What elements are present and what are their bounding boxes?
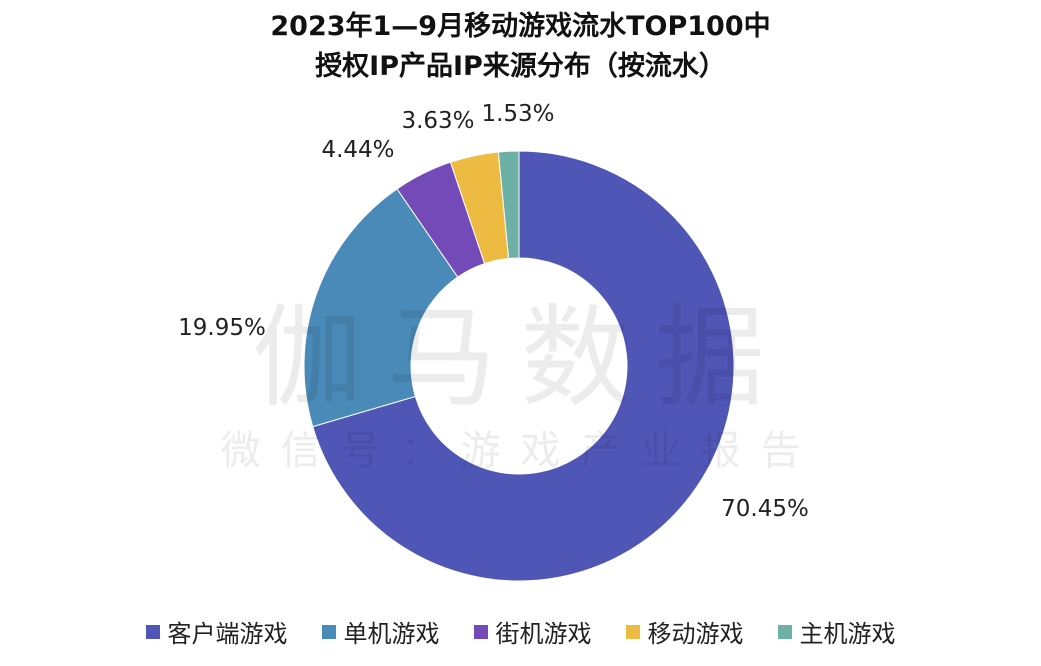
legend: 客户端游戏 单机游戏 街机游戏 移动游戏 主机游戏	[0, 614, 1041, 649]
legend-swatch	[625, 624, 640, 639]
slice-1	[303, 188, 459, 428]
legend-label: 街机游戏	[495, 620, 592, 648]
legend-swatch	[473, 624, 488, 639]
legend-swatch	[145, 624, 160, 639]
legend-label: 移动游戏	[647, 620, 744, 648]
data-label: 3.63%	[401, 108, 474, 134]
legend-label: 单机游戏	[343, 620, 440, 648]
data-label: 19.95%	[178, 315, 266, 341]
legend-item: 移动游戏	[625, 614, 744, 649]
watermark-text: 微信号：游戏产业报告	[220, 428, 821, 474]
legend-item: 客户端游戏	[145, 614, 288, 649]
legend-label: 客户端游戏	[167, 620, 288, 648]
chart-title: 2023年1—9月移动游戏流水TOP100中	[270, 11, 771, 42]
data-label: 70.45%	[721, 496, 809, 522]
data-label: 1.53%	[481, 101, 554, 127]
legend-label: 主机游戏	[799, 620, 896, 648]
legend-item: 单机游戏	[321, 614, 440, 649]
slice-0	[312, 150, 735, 582]
legend-swatch	[777, 624, 792, 639]
slice-4	[497, 150, 520, 260]
legend-swatch	[321, 624, 336, 639]
chart-subtitle: 授权IP产品IP来源分布（按流水）	[315, 51, 726, 82]
data-label: 4.44%	[321, 137, 394, 163]
legend-item: 街机游戏	[473, 614, 592, 649]
watermark-logo: 伽马数据	[252, 294, 789, 422]
legend-item: 主机游戏	[777, 614, 896, 649]
